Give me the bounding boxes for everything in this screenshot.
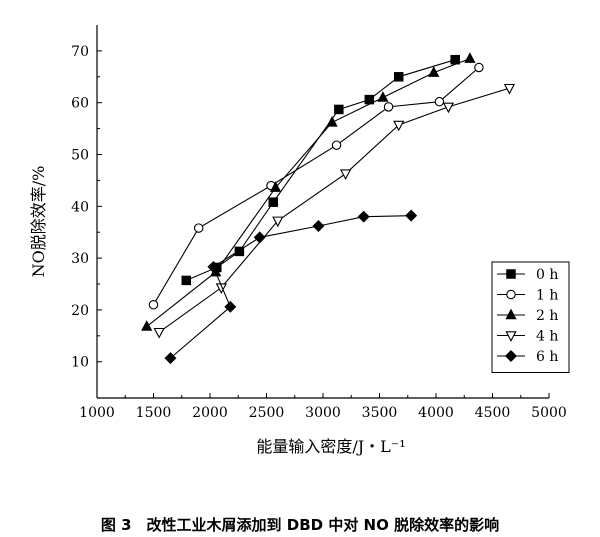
x-tick-label: 3500 xyxy=(362,405,398,421)
x-axis-title: 能量输入密度/J・L⁻¹ xyxy=(256,437,405,456)
y-tick-label: 40 xyxy=(71,199,89,215)
data-point xyxy=(312,220,325,232)
data-point xyxy=(269,181,282,192)
legend-marker xyxy=(505,350,517,362)
y-tick-label: 50 xyxy=(71,148,89,164)
legend-box xyxy=(491,261,570,373)
data-point xyxy=(339,169,352,181)
x-tick-label: 2500 xyxy=(249,405,285,421)
legend-marker xyxy=(505,331,517,342)
data-point xyxy=(503,83,516,95)
x-tick-label: 1500 xyxy=(136,405,172,421)
data-point xyxy=(268,197,279,207)
series-1h xyxy=(148,62,484,310)
data-point xyxy=(393,120,405,132)
data-point xyxy=(405,209,418,222)
y-axis-title: NO脱除效率/% xyxy=(29,166,48,278)
data-point xyxy=(164,352,177,365)
data-point xyxy=(253,231,266,244)
legend-label: 1 h xyxy=(536,288,558,304)
data-point xyxy=(464,52,476,63)
series-line xyxy=(186,59,456,281)
series-4h xyxy=(153,83,516,339)
data-point xyxy=(215,283,227,295)
data-point xyxy=(326,116,338,127)
series-line xyxy=(170,215,412,359)
x-tick-label: 5000 xyxy=(531,405,567,421)
x-tick-label: 3000 xyxy=(305,405,341,421)
data-point xyxy=(428,66,440,77)
data-point xyxy=(141,320,153,331)
data-point xyxy=(434,96,445,107)
data-point xyxy=(272,216,284,228)
x-tick-label: 4500 xyxy=(475,405,511,421)
legend-label: 6 h xyxy=(536,349,558,365)
x-tick-label: 4000 xyxy=(418,405,454,421)
legend-marker xyxy=(506,289,516,300)
ticks: 1000 1500 2000 2500 3000 3500 4000 4500 5000 10 20… xyxy=(71,44,567,421)
data-point xyxy=(331,140,342,150)
legend-marker xyxy=(505,308,517,320)
x-tick-label: 1000 xyxy=(79,405,115,421)
series-6h xyxy=(164,209,418,365)
legend-label: 2 h xyxy=(536,308,558,324)
data-point xyxy=(234,246,245,257)
y-tick-label: 60 xyxy=(71,96,89,112)
series-2h xyxy=(141,52,476,331)
data-point xyxy=(393,72,404,82)
y-tick-label: 10 xyxy=(71,355,89,371)
y-tick-label: 70 xyxy=(71,44,89,60)
data-point xyxy=(377,91,389,102)
data-point xyxy=(474,62,484,73)
data-point xyxy=(207,260,220,273)
y-tick-label: 20 xyxy=(71,303,89,319)
data-point xyxy=(148,299,159,310)
data-point xyxy=(153,327,165,339)
data-point xyxy=(357,210,370,223)
series-0h xyxy=(181,54,460,286)
legend-label: 0 h xyxy=(536,267,558,283)
data-point xyxy=(181,275,192,286)
legend-marker xyxy=(506,269,516,279)
series-line xyxy=(146,58,471,327)
data-point xyxy=(383,102,394,112)
y-tick-label: 30 xyxy=(71,251,89,267)
legend-label: 4 h xyxy=(536,329,558,345)
series-line xyxy=(153,67,480,306)
data-point xyxy=(442,102,455,114)
x-tick-label: 2000 xyxy=(192,405,228,421)
data-point xyxy=(193,223,204,233)
data-point xyxy=(334,104,344,115)
series-layer xyxy=(141,52,516,365)
data-point xyxy=(224,300,237,313)
axes xyxy=(96,25,549,399)
figure-caption: 图 3 改性工业木屑添加到 DBD 中对 NO 脱除效率的影响 xyxy=(100,516,500,534)
legend: 0 h 1 h 2 h 4 h 6 h xyxy=(491,261,570,373)
